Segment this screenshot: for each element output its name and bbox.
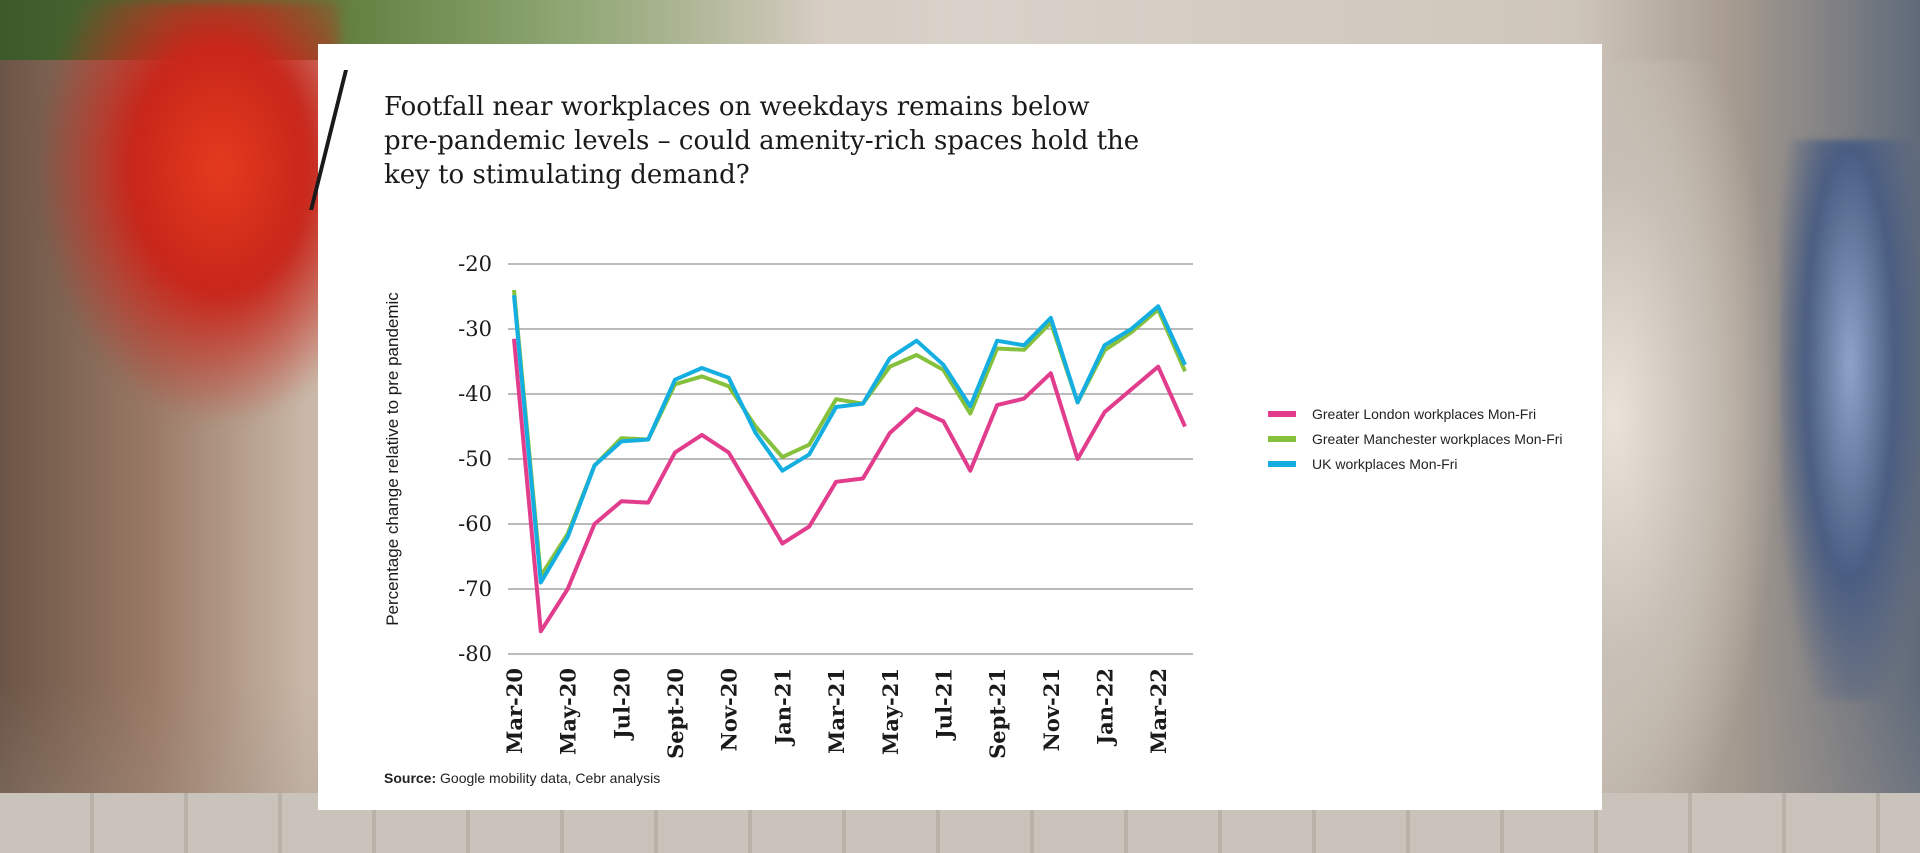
x-tick-label: Jul-20: [609, 668, 634, 741]
series-line-3: [512, 295, 1187, 585]
y-tick-label: -40: [458, 382, 492, 406]
legend-label: UK workplaces Mon-Fri: [1312, 455, 1458, 472]
series-line-2: [512, 289, 1187, 578]
legend-label: Greater London workplaces Mon-Fri: [1312, 405, 1537, 422]
x-tick-label: Mar-20: [502, 668, 527, 754]
source-label: Source:: [384, 770, 437, 786]
y-tick-label: -50: [458, 447, 492, 471]
x-tick-label: Nov-21: [1039, 668, 1064, 751]
x-tick-label: Mar-22: [1146, 668, 1171, 754]
x-tick-label: Sept-20: [663, 668, 688, 759]
y-tick-label: -80: [458, 642, 492, 666]
source-text: Google mobility data, Cebr analysis: [440, 770, 661, 786]
x-tick-label: Nov-20: [717, 668, 742, 751]
x-tick-label: Jan-21: [770, 668, 795, 747]
legend-swatch: [1268, 410, 1296, 417]
legend-item: Greater London workplaces Mon-Fri: [1268, 401, 1563, 426]
y-tick-label: -70: [458, 577, 492, 601]
chart-card: [318, 44, 1602, 810]
series-line-1: [512, 338, 1187, 634]
y-tick-label: -20: [458, 252, 492, 276]
chart-legend: Greater London workplaces Mon-Fri Greater…: [1268, 401, 1563, 476]
legend-item: UK workplaces Mon-Fri: [1268, 451, 1563, 476]
background-pedestrian-2: [1780, 140, 1920, 700]
background-red-blur: [40, 0, 340, 420]
line-chart: -20 -30 -40 -50 -60 -70 -80 Percentage change r…: [383, 252, 1193, 759]
x-tick-label: Sept-21: [985, 668, 1010, 759]
source-note: Source: Google mobility data, Cebr analy…: [384, 770, 660, 786]
legend-item: Greater Manchester workplaces Mon-Fri: [1268, 426, 1563, 451]
x-tick-label: Jul-21: [931, 668, 956, 741]
legend-swatch: [1268, 435, 1296, 442]
legend-swatch: [1268, 460, 1296, 467]
x-tick-label: Jan-22: [1092, 668, 1117, 747]
legend-label: Greater Manchester workplaces Mon-Fri: [1312, 430, 1563, 447]
x-tick-label: May-20: [556, 668, 581, 755]
chart-title: Footfall near workplaces on weekdays rem…: [384, 92, 1140, 190]
y-axis-label: Percentage change relative to pre pandem…: [383, 292, 402, 626]
y-tick-label: -30: [458, 317, 492, 341]
x-tick-label: May-21: [878, 668, 903, 755]
y-tick-label: -60: [458, 512, 492, 536]
x-tick-label: Mar-21: [824, 668, 849, 754]
